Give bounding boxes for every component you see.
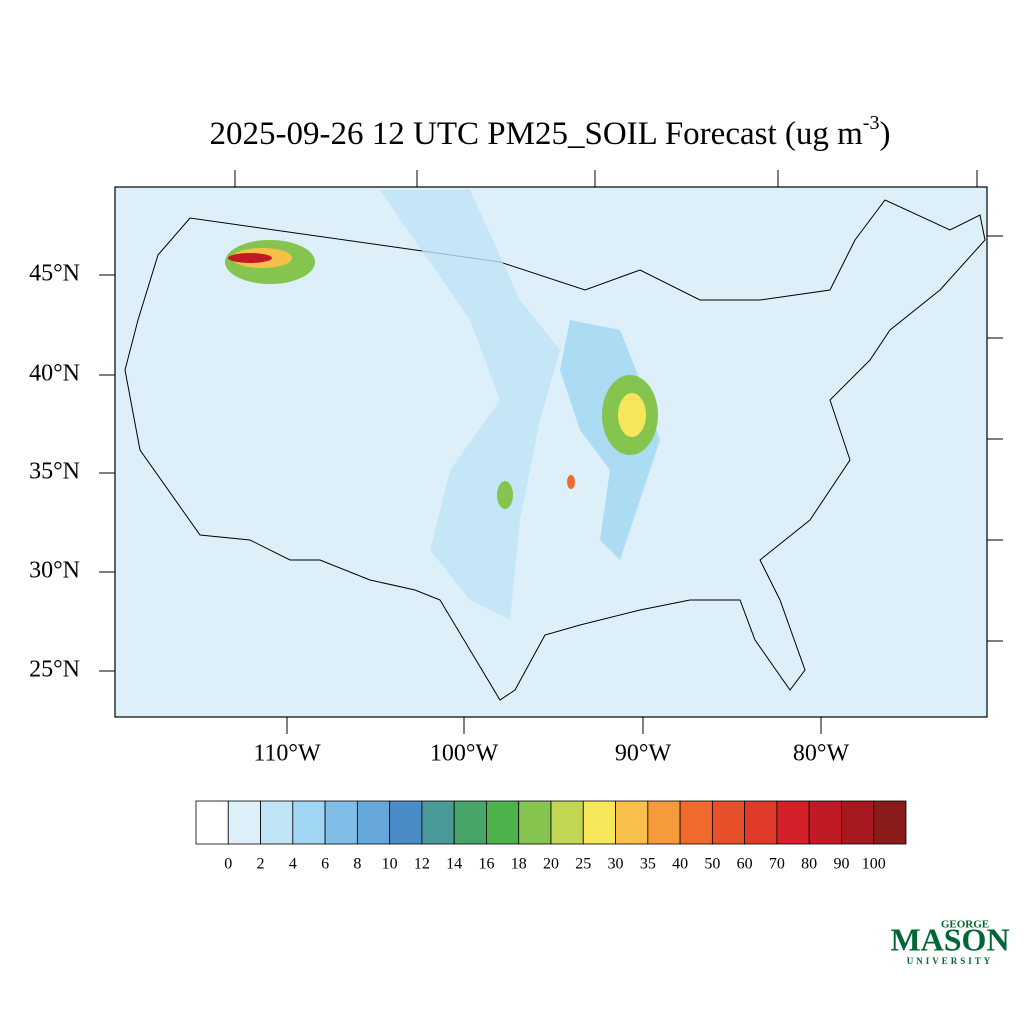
colorbar-box — [647, 800, 681, 845]
latitude-label: 30°N — [29, 558, 80, 584]
colorbar-label: 4 — [289, 856, 297, 873]
latitude-label: 45°N — [29, 261, 80, 287]
colorbar-label: 80 — [801, 856, 817, 873]
field-area — [380, 190, 560, 620]
colorbar-label: 18 — [511, 856, 527, 873]
colorbar-box — [679, 800, 713, 845]
colorbar-label: 50 — [704, 856, 720, 873]
colorbar-box — [711, 800, 746, 845]
colorbar-label: 70 — [769, 856, 785, 873]
title-text: 2025-09-26 12 UTC PM25_SOIL Forecast (ug… — [210, 116, 864, 152]
colorbar-label: 14 — [446, 856, 462, 873]
colorbar-box — [356, 800, 391, 845]
colorbar-label: 8 — [353, 856, 361, 873]
colorbar-box — [615, 800, 649, 845]
longitude-label: 90°W — [615, 741, 672, 767]
colorbar-label: 90 — [833, 856, 849, 873]
latitude-label: 35°N — [29, 459, 80, 485]
colorbar-box — [389, 800, 423, 845]
field-area — [567, 475, 575, 489]
colorbar-box — [873, 800, 907, 845]
colorbar-box — [776, 800, 810, 845]
title-superscript: -3 — [863, 112, 880, 134]
colorbar-box — [808, 800, 842, 845]
colorbar-label: 2 — [257, 856, 265, 873]
country-outline — [124, 199, 986, 701]
latitude-label: 40°N — [29, 361, 80, 387]
colorbar-label: 12 — [414, 856, 430, 873]
colorbar-label: 0 — [224, 856, 232, 873]
colorbar-box — [582, 800, 616, 845]
title-closing: ) — [879, 116, 890, 152]
colorbar-box — [260, 800, 294, 845]
logo-top: GEORGE — [941, 919, 989, 931]
map-frame — [114, 186, 988, 718]
longitude-label: 100°W — [430, 741, 499, 767]
colorbar-box — [195, 800, 229, 845]
colorbar-label: 30 — [608, 856, 624, 873]
colorbar-box — [486, 800, 520, 845]
colorbar-box — [292, 800, 326, 845]
logo-bottom: UNIVERSITY — [907, 956, 994, 966]
title: 2025-09-26 12 UTC PM25_SOIL Forecast (ug… — [210, 112, 891, 152]
colorbar-label: 20 — [543, 856, 559, 873]
colorbar-label: 10 — [382, 856, 398, 873]
colorbar-box — [453, 800, 487, 845]
colorbar-box — [841, 800, 875, 845]
logo-middle: MASON — [890, 921, 1009, 957]
latitude-label: 25°N — [29, 657, 80, 683]
colorbar-label: 6 — [321, 856, 329, 873]
colorbar-box — [421, 800, 455, 845]
colorbar-box — [227, 800, 261, 845]
field-area — [618, 393, 646, 437]
field-area — [497, 481, 513, 509]
colorbar-label: 35 — [640, 856, 656, 873]
logo: GEORGE MASON UNIVERSITY — [890, 919, 1009, 967]
colorbar-box — [324, 800, 358, 845]
colorbar-box — [550, 800, 584, 845]
colorbar-label: 25 — [575, 856, 591, 873]
colorbar-box — [518, 800, 552, 845]
longitude-label: 110°W — [253, 741, 321, 767]
colorbar-box — [744, 800, 778, 845]
colorbar-label: 100 — [862, 856, 886, 873]
colorbar-label: 60 — [737, 856, 753, 873]
map — [114, 186, 988, 718]
field-area — [228, 253, 272, 263]
colorbar-label: 40 — [672, 856, 688, 873]
longitude-label: 80°W — [793, 741, 850, 767]
colorbar-label: 16 — [478, 856, 494, 873]
